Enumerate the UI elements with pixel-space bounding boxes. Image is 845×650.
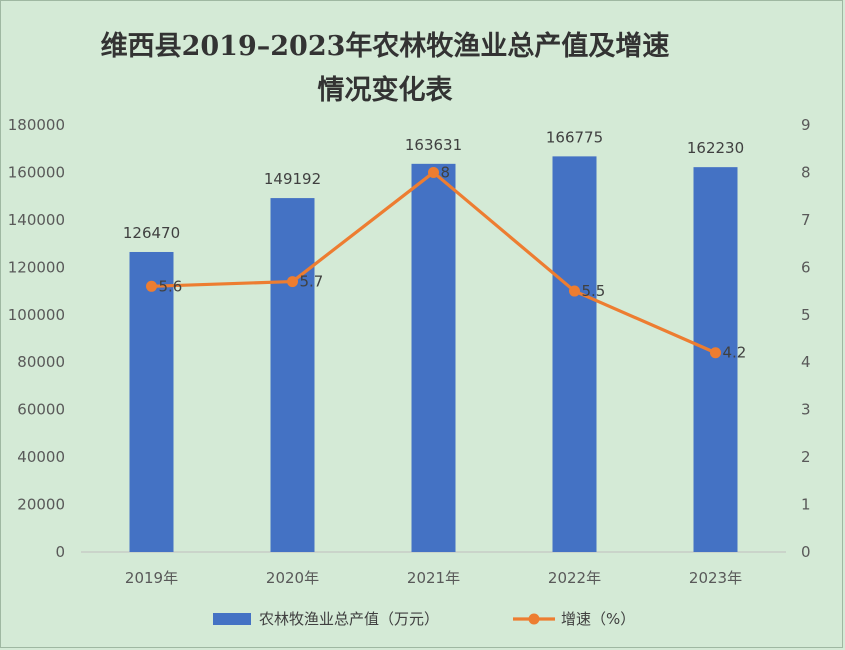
bar-value-label: 163631 [405, 136, 462, 154]
growth-point [146, 280, 157, 292]
right-axis-tick-label: 4 [801, 353, 811, 371]
growth-point [428, 166, 439, 178]
line-series [146, 166, 721, 359]
right-axis-tick-label: 1 [801, 496, 811, 514]
legend-bar-label: 农林牧渔业总产值（万元） [259, 610, 439, 628]
growth-point [287, 276, 298, 288]
growth-point [569, 285, 580, 297]
x-axis-tick-label: 2023年 [689, 569, 742, 587]
bar-value-label: 149192 [264, 170, 321, 188]
growth-value-label: 5.5 [582, 282, 606, 300]
growth-value-label: 5.7 [300, 273, 324, 291]
right-axis-tick-label: 2 [801, 448, 811, 466]
right-axis-tick-label: 6 [801, 258, 811, 276]
growth-value-label: 4.2 [723, 344, 747, 362]
right-axis-tick-label: 3 [801, 401, 811, 419]
chart-title-line2: 情况变化表 [318, 74, 453, 106]
legend: 农林牧渔业总产值（万元） 增速（%） [213, 610, 635, 628]
growth-point [710, 347, 721, 359]
bar [270, 198, 315, 552]
bar-value-label: 162230 [687, 139, 744, 157]
right-axis-tick-label: 9 [801, 116, 811, 134]
left-axis-tick-label: 100000 [8, 306, 65, 324]
growth-value-label: 5.6 [159, 277, 183, 295]
right-axis-tick-label: 0 [801, 543, 811, 561]
x-axis-tick-label: 2019年 [125, 569, 178, 587]
data-labels: 126470 149192 163631 166775 162230 5.6 5.7 8 5.5… [123, 128, 746, 361]
bar [411, 163, 456, 552]
left-axis-tick-label: 60000 [17, 401, 65, 419]
growth-value-label: 8 [441, 163, 451, 181]
bar-series [129, 156, 738, 553]
left-axis-tick-label: 20000 [17, 496, 65, 514]
bar [552, 156, 597, 553]
x-axis-tick-label: 2020年 [266, 569, 319, 587]
bar [693, 167, 738, 552]
legend-line-marker [528, 613, 540, 625]
chart-title-line1: 维西县2019–2023年农林牧渔业总产值及增速 [101, 30, 670, 62]
left-axis-tick-label: 80000 [17, 353, 65, 371]
left-axis-tick-label: 40000 [17, 448, 65, 466]
right-axis-tick-label: 5 [801, 306, 811, 324]
left-axis-tick-label: 0 [55, 543, 65, 561]
legend-bar-swatch [213, 613, 251, 625]
right-axis-tick-label: 7 [801, 211, 811, 229]
legend-line-label: 增速（%） [561, 610, 635, 628]
right-axis-tick-label: 8 [801, 163, 811, 181]
bar-value-label: 126470 [123, 224, 180, 242]
bar [129, 251, 174, 553]
left-axis-tick-label: 120000 [8, 258, 65, 276]
left-axis-tick-label: 140000 [8, 211, 65, 229]
axes: 0 20000 40000 60000 80000 100000 120000 140000 1… [8, 116, 811, 587]
bar-value-label: 166775 [546, 128, 603, 146]
x-axis-tick-label: 2022年 [548, 569, 601, 587]
x-axis-tick-label: 2021年 [407, 569, 460, 587]
left-axis-tick-label: 160000 [8, 163, 65, 181]
left-axis-tick-label: 180000 [8, 116, 65, 134]
